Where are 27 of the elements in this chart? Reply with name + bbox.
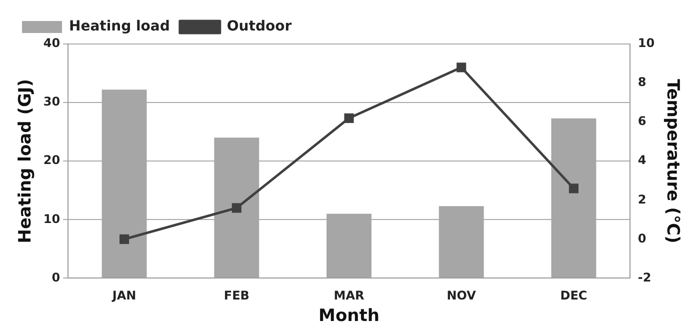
point (568, 184, 579, 194)
y2-tick-label: 8 (638, 75, 646, 90)
point (344, 113, 354, 123)
y-tick-label: 0 (52, 270, 60, 284)
y-tick-label: 20 (43, 153, 60, 168)
y2-tick-label: 4 (638, 153, 646, 168)
x-tick-label: JAN (111, 288, 136, 303)
x-tick-label: NOV (446, 288, 477, 303)
point (119, 234, 130, 244)
y-tick-label: 30 (43, 94, 60, 109)
point (456, 62, 466, 72)
y2-tick-label: -2 (638, 270, 652, 284)
x-axis-title: Month (318, 306, 380, 326)
legend-label: Outdoor (226, 18, 292, 35)
y-axis-title: Heating load (GJ) (16, 78, 36, 244)
y2-tick-label: 0 (638, 231, 646, 246)
y-tick-label: 40 (43, 36, 60, 50)
y2-tick-label: 2 (638, 192, 646, 206)
x-tick-label: DEC (560, 288, 588, 303)
x-tick-label: MAR (334, 288, 364, 303)
point (232, 203, 242, 213)
y2-tick-label: 10 (638, 36, 655, 50)
legend-label: Heating load (69, 18, 170, 35)
x-tick-label: FEB (224, 288, 250, 303)
y2-tick-label: 6 (638, 114, 646, 128)
y2-axis-title: Temperature (℃) (662, 78, 682, 244)
y-tick-label: 10 (43, 212, 60, 226)
